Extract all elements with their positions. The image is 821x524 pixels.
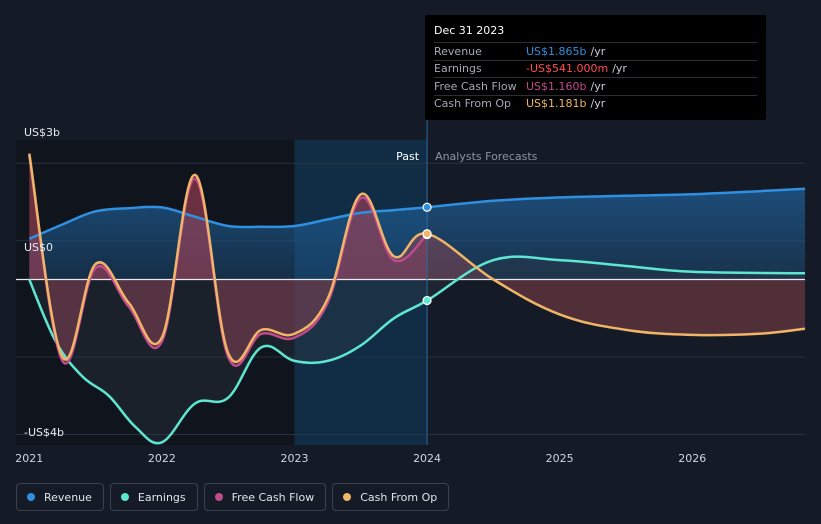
revenue-line [28,187,806,240]
x-tick-label: 2022 [148,452,176,465]
legend-label: Revenue [44,490,92,504]
legend-item-free-cash-flow[interactable]: Free Cash Flow [203,483,327,511]
tooltip-row-revenue: Revenue US$1.865b /yr [434,42,757,60]
revenue-marker [422,202,432,212]
tooltip-row-free-cash-flow: Free Cash Flow US$1.160b /yr [434,77,757,95]
tooltip-unit: /yr [612,62,627,76]
legend-item-cash-from-op[interactable]: Cash From Op [332,483,450,511]
tooltip-unit: /yr [590,44,606,58]
y-tick-label: -US$4b [24,426,64,439]
legend-dot-icon [214,493,223,501]
y-tick-label: US$0 [24,241,53,254]
chart-legend: Revenue Earnings Free Cash Flow Cash Fro… [16,483,450,511]
tooltip-value: US$1.160b [526,79,587,93]
tooltip-label: Revenue [434,44,482,58]
cash-from-op-area [29,153,806,362]
tooltip-value: US$1.865b [526,44,587,58]
chart-canvas: Past Analysts Forecasts US$3b US$0 -US$4b 202… [15,118,806,465]
legend-label: Free Cash Flow [231,490,315,504]
highlight-region-band [294,140,428,445]
revenue-area [29,188,806,280]
x-tick-label: 2023 [280,452,308,465]
x-tick-label: 2026 [678,452,706,465]
cash-from-op-line [28,153,806,364]
tooltip-row-cash-from-op: Cash From Op US$1.181b /yr [434,94,757,113]
forecast-label: Analysts Forecasts [435,150,538,163]
earnings-marker [422,295,432,306]
tooltip-row-earnings: Earnings -US$541.000m /yr [434,59,757,78]
earnings-line [28,255,806,445]
tooltip-value: -US$541.000m [526,62,609,76]
earnings-area [29,256,806,444]
legend-dot-icon [120,493,129,501]
tooltip-value: US$1.181b [526,97,587,111]
tooltip-label: Free Cash Flow [434,79,517,93]
legend-item-earnings[interactable]: Earnings [109,483,198,511]
x-tick-label: 2021 [15,452,43,465]
legend-dot-icon [27,493,35,501]
legend-dot-icon [343,493,352,501]
y-tick-label: US$3b [24,126,60,139]
legend-item-revenue[interactable]: Revenue [16,483,104,511]
past-label: Past [396,150,420,163]
x-tick-label: 2025 [546,452,574,465]
tooltip-date: Dec 31 2023 [434,24,505,37]
x-tick-label: 2024 [413,452,441,465]
cash-from-op-marker [422,229,432,239]
data-tooltip: Dec 31 2023 Revenue US$1.865b /yr Earnin… [425,15,766,120]
tooltip-unit: /yr [590,79,606,93]
tooltip-label: Cash From Op [434,97,512,111]
free-cash-flow-area [29,155,428,366]
tooltip-label: Earnings [434,62,482,76]
legend-label: Earnings [137,490,186,504]
tooltip-unit: /yr [590,97,606,111]
legend-label: Cash From Op [360,490,438,504]
